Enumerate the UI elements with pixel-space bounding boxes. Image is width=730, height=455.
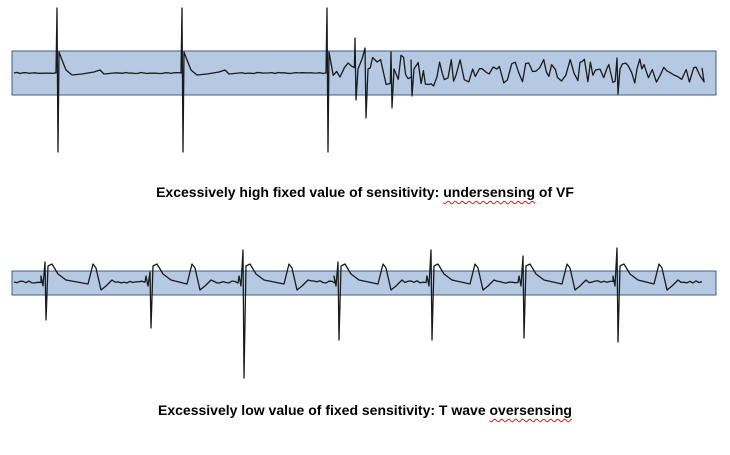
caption-flagged-word: oversensing [489,402,572,418]
caption-text: Excessively high fixed value of sensitiv… [156,184,444,200]
caption-oversensing: Excessively low value of fixed sensitivi… [0,402,730,418]
ecg-trace-top [13,7,705,153]
sensitivity-band-bottom [11,270,717,296]
caption-undersensing: Excessively high fixed value of sensitiv… [0,184,730,200]
ecg-trace-bottom [13,247,703,379]
caption-flagged-word: undersensing [443,184,536,200]
caption-text: of VF [535,184,574,200]
caption-text: Excessively low value of fixed sensitivi… [158,402,490,418]
